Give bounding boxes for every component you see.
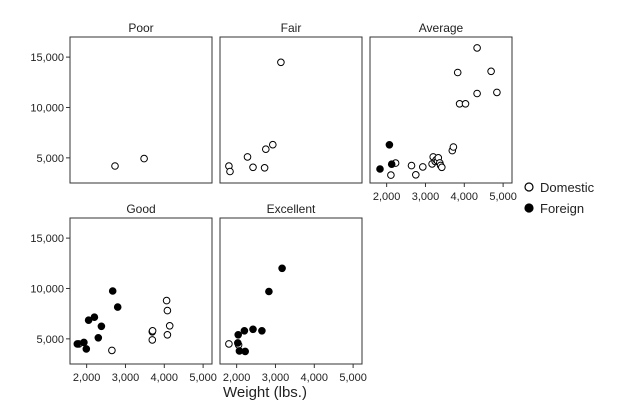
x-tick-label: 5,000 [189, 372, 217, 384]
foreign-point [265, 287, 273, 296]
panel-fair: Fair [219, 21, 363, 184]
y-tick-label: 10,000 [30, 283, 64, 295]
domestic-point [226, 167, 234, 176]
domestic-point [148, 327, 157, 335]
foreign-point [278, 264, 286, 273]
domestic-point [108, 346, 116, 355]
foreign-point [84, 316, 93, 325]
domestic-point [260, 164, 269, 172]
x-tick-label: 4,000 [151, 372, 179, 384]
domestic-point [387, 171, 395, 179]
x-tick-label: 5,000 [489, 191, 517, 203]
domestic-point [407, 161, 416, 170]
legend-marker-foreign [524, 203, 534, 213]
panel-title-fair: Fair [281, 21, 302, 35]
foreign-point [97, 322, 106, 331]
foreign-point [258, 327, 266, 335]
legend-label-domestic: Domestic [540, 180, 595, 195]
foreign-point [249, 325, 257, 334]
legend: Domestic Foreign [524, 180, 595, 216]
panel-excellent: Excellent 2,000 3,000 4,000 5,000 [219, 202, 367, 384]
panel-frame [69, 36, 213, 184]
panel-poor: Poor 5,000 10,000 15,000 [30, 21, 213, 184]
domestic-point [162, 296, 171, 305]
panel-title-average: Average [419, 21, 464, 35]
x-tick-label: 3,000 [262, 372, 290, 384]
domestic-point [438, 163, 446, 172]
legend-label-foreign: Foreign [540, 201, 584, 216]
domestic-point [449, 143, 458, 151]
domestic-point [453, 68, 462, 77]
y-tick-label: 5,000 [36, 334, 64, 346]
domestic-point [249, 163, 257, 172]
domestic-point [487, 67, 495, 76]
legend-marker-domestic [524, 182, 534, 192]
domestic-point [111, 162, 119, 170]
y-tick-label: 10,000 [30, 102, 64, 114]
foreign-point [385, 141, 394, 149]
y-tick-label: 15,000 [30, 233, 64, 245]
domestic-point [165, 322, 174, 330]
foreign-point [108, 287, 117, 295]
foreign-point [82, 345, 91, 353]
domestic-point [493, 88, 501, 97]
x-tick-label: 3,000 [112, 372, 140, 384]
domestic-point [163, 306, 172, 315]
x-tick-label: 5,000 [339, 372, 367, 384]
domestic-point [419, 163, 427, 171]
domestic-point [473, 44, 481, 52]
domestic-point [461, 100, 470, 108]
panel-title-poor: Poor [128, 21, 153, 35]
domestic-point [473, 89, 481, 98]
panel-title-good: Good [126, 202, 155, 216]
panel-good: Good 5,000 10,000 15,000 2,000 3,000 4,000 5,00… [30, 202, 217, 384]
domestic-point [163, 331, 172, 339]
y-tick-label: 5,000 [36, 153, 64, 165]
domestic-point [262, 145, 270, 153]
foreign-point [234, 339, 242, 347]
x-tick-label: 4,000 [301, 372, 329, 384]
foreign-point [241, 347, 249, 356]
domestic-point [243, 153, 252, 161]
domestic-point [269, 140, 277, 149]
foreign-point [376, 165, 384, 173]
panel-frame [219, 217, 363, 365]
domestic-point [412, 171, 420, 179]
x-tick-label: 2,000 [73, 372, 101, 384]
domestic-point [225, 340, 233, 348]
foreign-point [240, 327, 249, 335]
x-tick-label: 4,000 [451, 191, 479, 203]
domestic-point [277, 58, 285, 67]
foreign-point [73, 340, 82, 348]
foreign-point [80, 338, 88, 347]
panel-title-excellent: Excellent [267, 202, 316, 216]
panel-average: Average 2,000 3,000 4,000 5,000 [369, 21, 517, 203]
x-tick-label: 2,000 [223, 372, 251, 384]
domestic-point [148, 336, 157, 344]
foreign-point [90, 313, 99, 322]
panel-frame [69, 217, 213, 365]
panel-frame [219, 36, 363, 184]
y-tick-label: 15,000 [30, 52, 64, 64]
foreign-point [387, 160, 396, 168]
x-tick-label: 3,000 [412, 191, 440, 203]
foreign-point [234, 331, 242, 339]
foreign-point [113, 303, 122, 311]
x-axis-label: Weight (lbs.) [223, 384, 307, 401]
foreign-point [94, 334, 103, 342]
domestic-point [140, 154, 148, 163]
x-tick-label: 2,000 [373, 191, 401, 203]
